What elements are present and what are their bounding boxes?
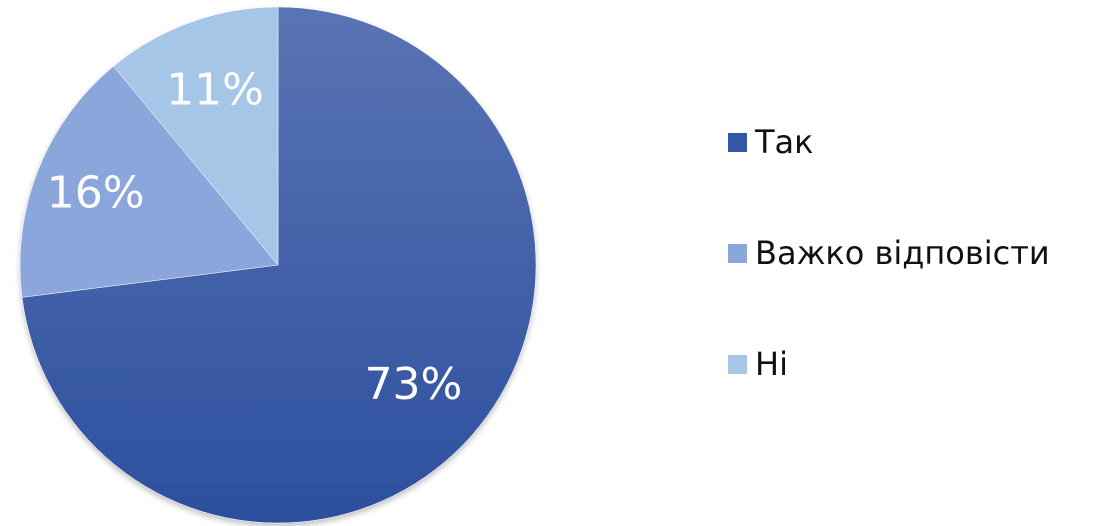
legend-label-no: Ні	[755, 342, 788, 386]
legend-swatch-yes	[728, 133, 747, 152]
data-label-hard-to-answer: 16%	[47, 167, 145, 218]
legend-item-yes: Так	[728, 120, 813, 164]
legend-label-yes: Так	[755, 120, 813, 164]
legend-item-hard-to-answer: Важко відповісти	[728, 231, 1050, 275]
legend-swatch-hard-to-answer	[728, 244, 747, 263]
data-label-no: 11%	[166, 65, 264, 116]
legend-swatch-no	[728, 355, 747, 374]
legend-item-no: Ні	[728, 342, 788, 386]
data-label-yes: 73%	[365, 359, 463, 410]
legend-label-hard-to-answer: Важко відповісти	[755, 231, 1050, 275]
